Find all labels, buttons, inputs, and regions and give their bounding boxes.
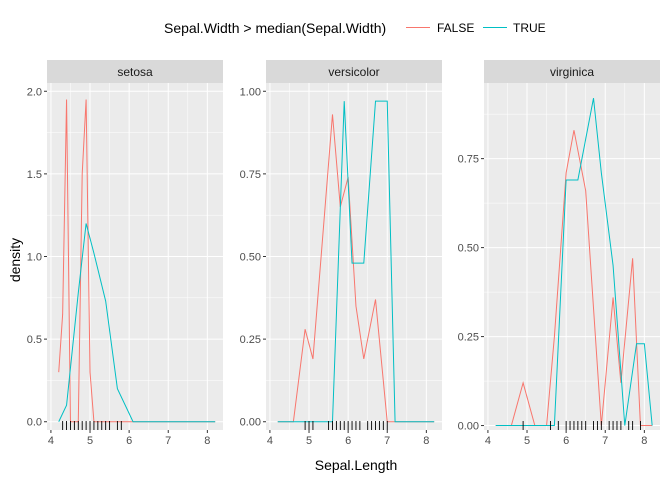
facet-panels: setosa 4 5 6 7 8 0.0 0.5 1.0 1.5 2.0 versicolor 4 5 6 7…: [27, 60, 660, 447]
x-axis-title: Sepal.Length: [315, 457, 398, 473]
x-tick-label: 7: [384, 435, 390, 447]
x-tick-label: 6: [345, 435, 351, 447]
legend-label-true: TRUE: [513, 21, 546, 35]
x-tick-label: 6: [563, 435, 569, 447]
y-tick-label: 0.5: [27, 334, 42, 346]
x-tick-label: 5: [87, 435, 93, 447]
y-tick-label: 0.25: [240, 334, 261, 346]
strip-virginica: [484, 60, 660, 83]
y-tick-label: 2.0: [27, 86, 42, 98]
strip-label-setosa: setosa: [117, 65, 153, 79]
y-tick-label: 1.0: [27, 252, 42, 264]
y-tick-label: 0.0: [27, 417, 42, 429]
x-tick-label: 6: [126, 435, 132, 447]
y-tick-label: 0.75: [458, 154, 479, 166]
panel-background: [484, 83, 660, 430]
y-tick-label: 0.50: [240, 252, 261, 264]
legend-title: Sepal.Width > median(Sepal.Width): [164, 20, 386, 36]
x-tick-label: 4: [267, 435, 273, 447]
series-line-true: [495, 98, 653, 427]
facet-panel-versicolor: versicolor 4 5 6 7 8 0.00 0.25 0.50 0.75 1.00: [240, 60, 442, 447]
legend: Sepal.Width > median(Sepal.Width) FALSE …: [164, 16, 546, 39]
strip-label-versicolor: versicolor: [328, 65, 379, 79]
y-tick-label: 1.00: [240, 86, 261, 98]
y-tick-label: 1.5: [27, 169, 42, 181]
x-tick-label: 7: [165, 435, 171, 447]
x-tick-label: 5: [524, 435, 530, 447]
legend-item-false: FALSE: [404, 16, 474, 39]
y-axis-title: density: [7, 238, 23, 282]
series-line-true: [58, 223, 216, 423]
strip-label-virginica: virginica: [550, 65, 594, 79]
x-tick-label: 8: [204, 435, 210, 447]
strip-versicolor: [266, 60, 442, 83]
facet-panel-setosa: setosa 4 5 6 7 8 0.0 0.5 1.0 1.5 2.0: [27, 60, 223, 447]
x-tick-label: 4: [48, 435, 54, 447]
legend-label-false: FALSE: [437, 21, 474, 35]
x-tick-label: 4: [485, 435, 491, 447]
y-tick-label: 0.75: [240, 169, 261, 181]
series-line-false: [495, 130, 653, 427]
series-line-true: [277, 100, 435, 423]
strip-setosa: [47, 60, 223, 83]
x-tick-label: 5: [306, 435, 312, 447]
x-tick-label: 8: [641, 435, 647, 447]
x-tick-label: 7: [602, 435, 608, 447]
y-tick-label: 0.25: [458, 332, 479, 344]
x-tick-label: 8: [423, 435, 429, 447]
y-tick-label: 0.50: [458, 243, 479, 255]
legend-item-true: TRUE: [481, 16, 546, 39]
facet-panel-virginica: virginica 4 5 6 7 8 0.00 0.25 0.50 0.75: [458, 60, 660, 447]
y-tick-label: 0.00: [458, 421, 479, 433]
y-tick-label: 0.00: [240, 417, 261, 429]
